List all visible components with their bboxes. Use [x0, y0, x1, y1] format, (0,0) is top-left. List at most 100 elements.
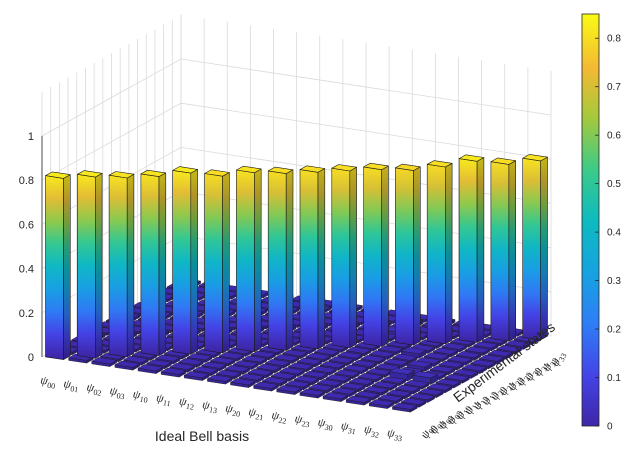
- bar-top-face: [406, 360, 432, 368]
- bar-top-face: [389, 367, 415, 375]
- bar-front-face: [204, 173, 223, 354]
- bar-side-face: [254, 168, 262, 353]
- bar-top-face: [363, 162, 389, 170]
- bar-top-face: [169, 362, 195, 370]
- bar-top-face: [311, 366, 337, 373]
- bar-top-face: [314, 348, 340, 355]
- bar-front-face: [77, 174, 96, 359]
- bar-front-face: [108, 174, 128, 358]
- bar-top-face: [207, 374, 233, 382]
- y-tick-label: ψ33: [547, 348, 568, 369]
- bar-top-face: [299, 165, 326, 173]
- bar-diagonal: [77, 170, 103, 359]
- y-tick-label: ψ13: [478, 387, 499, 408]
- z-tick-label: 1: [28, 131, 34, 143]
- bar-top-face: [354, 390, 380, 398]
- bar-top-face: [320, 361, 346, 369]
- bar-top-face: [186, 353, 213, 361]
- bar-top-face: [351, 359, 377, 367]
- bar-top-face: [137, 364, 164, 372]
- bar-top-face: [438, 360, 464, 368]
- bar-side-face: [285, 169, 294, 351]
- y-tick-label: ψ10: [452, 401, 473, 422]
- bar-offdiagonal: [230, 378, 256, 388]
- bar-top-face: [505, 340, 531, 348]
- bar-top-face: [172, 166, 198, 174]
- bar-top-face: [496, 345, 522, 352]
- bar-front-face: [522, 157, 542, 341]
- bar-top-face: [160, 367, 187, 375]
- bar-top-face: [108, 171, 135, 179]
- y-tick-label: ψ21: [495, 377, 516, 398]
- bar-front-face: [426, 164, 446, 345]
- bar-offdiagonal: [207, 374, 233, 385]
- bar-top-face: [236, 165, 262, 173]
- bar-top-face: [267, 166, 294, 174]
- bar-side-face: [413, 166, 421, 346]
- y-tick-label: ψ12: [469, 392, 490, 413]
- bar-side-face: [317, 168, 326, 350]
- x-tick-label: ψ23: [294, 411, 312, 429]
- bar-top-face: [426, 383, 453, 391]
- bar-top-face: [45, 171, 71, 179]
- bar-top-face: [215, 369, 242, 377]
- bar-offdiagonal: [276, 385, 302, 395]
- bar-top-face: [218, 352, 245, 359]
- bar-front-face: [395, 167, 414, 346]
- bar-top-face: [331, 387, 357, 395]
- bar-top-face: [377, 345, 404, 353]
- bar-top-face: [322, 392, 348, 400]
- bar-top-face: [253, 381, 279, 389]
- bar-top-face: [435, 378, 461, 386]
- bar-top-face: [325, 374, 351, 382]
- bar-top-face: [429, 365, 456, 373]
- bar-top-face: [233, 360, 259, 368]
- colorbar-tick-label: 0.6: [607, 131, 621, 142]
- bar-top-face: [331, 164, 357, 172]
- bar-top-face: [317, 379, 343, 386]
- bar-top-face: [458, 154, 485, 162]
- z-tick-label: 0: [28, 352, 34, 364]
- bar-top-face: [308, 383, 334, 391]
- colorbar-tick-label: 0.4: [607, 228, 621, 239]
- x-tick-label: ψ21: [247, 404, 265, 422]
- bar-top-face: [146, 359, 172, 367]
- y-tick-label: ψ01: [426, 416, 447, 437]
- bar-top-face: [522, 154, 548, 162]
- bar-offdiagonal: [160, 367, 187, 378]
- bar-top-face: [363, 386, 389, 393]
- bar-top-face: [273, 354, 299, 362]
- bar-top-face: [412, 371, 438, 379]
- bar-top-face: [328, 356, 354, 364]
- y-tick-label: ψ03: [443, 406, 464, 427]
- bar-front-face: [458, 158, 478, 343]
- bar-front-face: [140, 173, 160, 356]
- bar-diagonal: [395, 163, 421, 346]
- bar-top-face: [369, 399, 395, 407]
- y-tick-label: ψ22: [504, 372, 525, 393]
- x-tick-label: ψ00: [39, 373, 57, 391]
- bar-top-face: [401, 347, 427, 355]
- bar-side-face: [508, 160, 517, 342]
- x-tick-label: ψ13: [201, 397, 219, 415]
- bar-offdiagonal: [183, 371, 210, 381]
- bar-top-face: [340, 382, 366, 390]
- bar-offdiagonal: [114, 360, 140, 371]
- bar-top-face: [383, 358, 409, 366]
- bar-front-face: [45, 175, 64, 360]
- bar-offdiagonal: [505, 340, 531, 350]
- bar-top-face: [270, 372, 296, 379]
- bar-top-face: [230, 378, 256, 386]
- x-tick-label: ψ33: [386, 425, 404, 443]
- bar-top-face: [224, 365, 250, 372]
- bar-diagonal: [45, 171, 71, 360]
- bar-top-face: [192, 366, 219, 374]
- colorbar-tick-label: 0.7: [607, 82, 621, 93]
- bar-top-face: [279, 367, 305, 375]
- bar-top-face: [432, 347, 458, 355]
- bar-top-face: [343, 364, 369, 372]
- x-tick-label: ψ31: [340, 418, 358, 436]
- bar-offdiagonal: [345, 395, 372, 406]
- bar-top-face: [426, 160, 453, 168]
- bar-offdiagonal: [137, 364, 164, 374]
